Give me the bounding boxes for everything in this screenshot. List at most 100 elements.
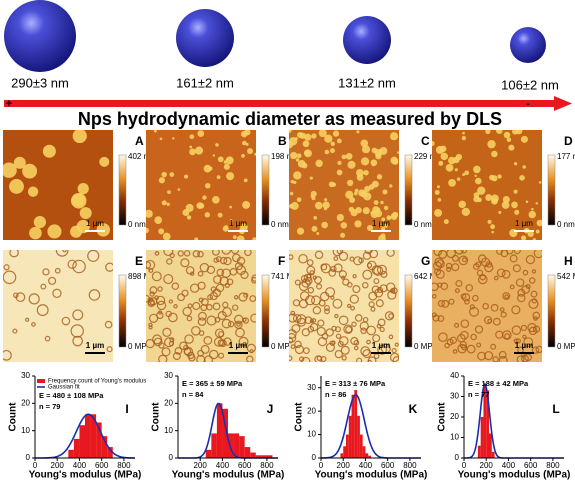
particle [169, 252, 175, 259]
particle [502, 292, 511, 301]
particle [311, 318, 317, 323]
particle [457, 343, 467, 354]
particle [434, 209, 443, 217]
colorbar-min: 0 MPa [271, 342, 295, 351]
x-axis-label: Young's modulus (MPa) [458, 470, 571, 481]
bar [205, 449, 212, 458]
particle [356, 168, 364, 177]
particle [480, 257, 491, 267]
particle [231, 253, 241, 263]
particle [392, 211, 399, 218]
x-tick-label: 400 [73, 461, 87, 470]
particle [440, 282, 449, 291]
particle [48, 276, 57, 285]
particle [182, 306, 192, 317]
particle [338, 270, 347, 279]
particle [238, 336, 249, 347]
particle [154, 216, 163, 224]
bar [362, 446, 366, 458]
particle [219, 276, 229, 286]
particle [42, 144, 56, 158]
particle [47, 224, 62, 239]
panel-letter: K [409, 402, 418, 416]
afm-image [146, 130, 256, 240]
particle [515, 130, 523, 135]
particle [296, 153, 302, 159]
annotation: E = 188 ± 42 MPa [468, 379, 529, 388]
particle [251, 274, 256, 282]
particle [62, 250, 67, 253]
particle [154, 251, 160, 256]
particle [70, 324, 84, 338]
particle [309, 270, 315, 276]
particle [533, 250, 542, 259]
particle [149, 286, 158, 295]
particle [315, 159, 323, 168]
particle [296, 227, 305, 235]
particle [217, 156, 224, 163]
particle [339, 336, 349, 346]
particle [44, 335, 51, 342]
particle [515, 338, 521, 344]
particle [461, 135, 467, 141]
y-tick-label: 0 [169, 453, 174, 462]
minus-sign: - [526, 98, 530, 110]
colorbar [547, 154, 556, 226]
particle [72, 130, 87, 144]
particle [203, 164, 212, 173]
particle [483, 315, 493, 325]
particle [158, 228, 165, 235]
particle [336, 213, 345, 222]
particle [497, 174, 502, 179]
particle [438, 160, 444, 166]
particle [325, 328, 334, 337]
particle [240, 130, 248, 138]
particle [333, 263, 343, 273]
particle [323, 207, 328, 211]
afm-image [3, 250, 113, 362]
panel-letter: D [564, 134, 573, 148]
particle [454, 288, 460, 294]
colorbar-min: 0 nm [128, 220, 146, 229]
colorbar [404, 274, 413, 348]
colorbar-max: 898 MPa [128, 272, 161, 281]
scale-label: 1 µm [229, 219, 247, 228]
particle [477, 351, 486, 361]
particle [241, 153, 245, 158]
x-tick-label: 400 [216, 461, 230, 470]
particle [148, 268, 154, 273]
particle [3, 162, 17, 178]
particle [212, 154, 216, 157]
particle [514, 162, 518, 166]
particle [156, 300, 167, 311]
particle [522, 269, 529, 276]
particle [330, 265, 337, 273]
panel-letter: C [421, 134, 430, 148]
scale-bar [514, 230, 534, 232]
particle [187, 303, 193, 309]
particle [147, 298, 155, 306]
particle [25, 317, 30, 322]
scale-bar [85, 352, 105, 354]
y-tick-label: 30 [164, 371, 173, 380]
particle [511, 305, 521, 315]
size-label: 106±2 nm [501, 77, 559, 92]
particle [501, 269, 511, 279]
particle [465, 284, 474, 292]
particle [194, 146, 204, 155]
particle [433, 250, 443, 257]
particle [324, 149, 330, 155]
particle [381, 217, 386, 222]
particle [517, 293, 526, 303]
bar [255, 455, 262, 458]
annotation: n = 79 [39, 402, 60, 411]
scale-label: 1 µm [86, 219, 104, 228]
particle [500, 311, 507, 318]
particle [535, 229, 540, 234]
particle [493, 275, 499, 281]
y-axis-label: Count [437, 402, 448, 432]
bar [239, 436, 245, 458]
particle [173, 304, 178, 309]
particle [525, 200, 529, 204]
particle [479, 273, 486, 281]
